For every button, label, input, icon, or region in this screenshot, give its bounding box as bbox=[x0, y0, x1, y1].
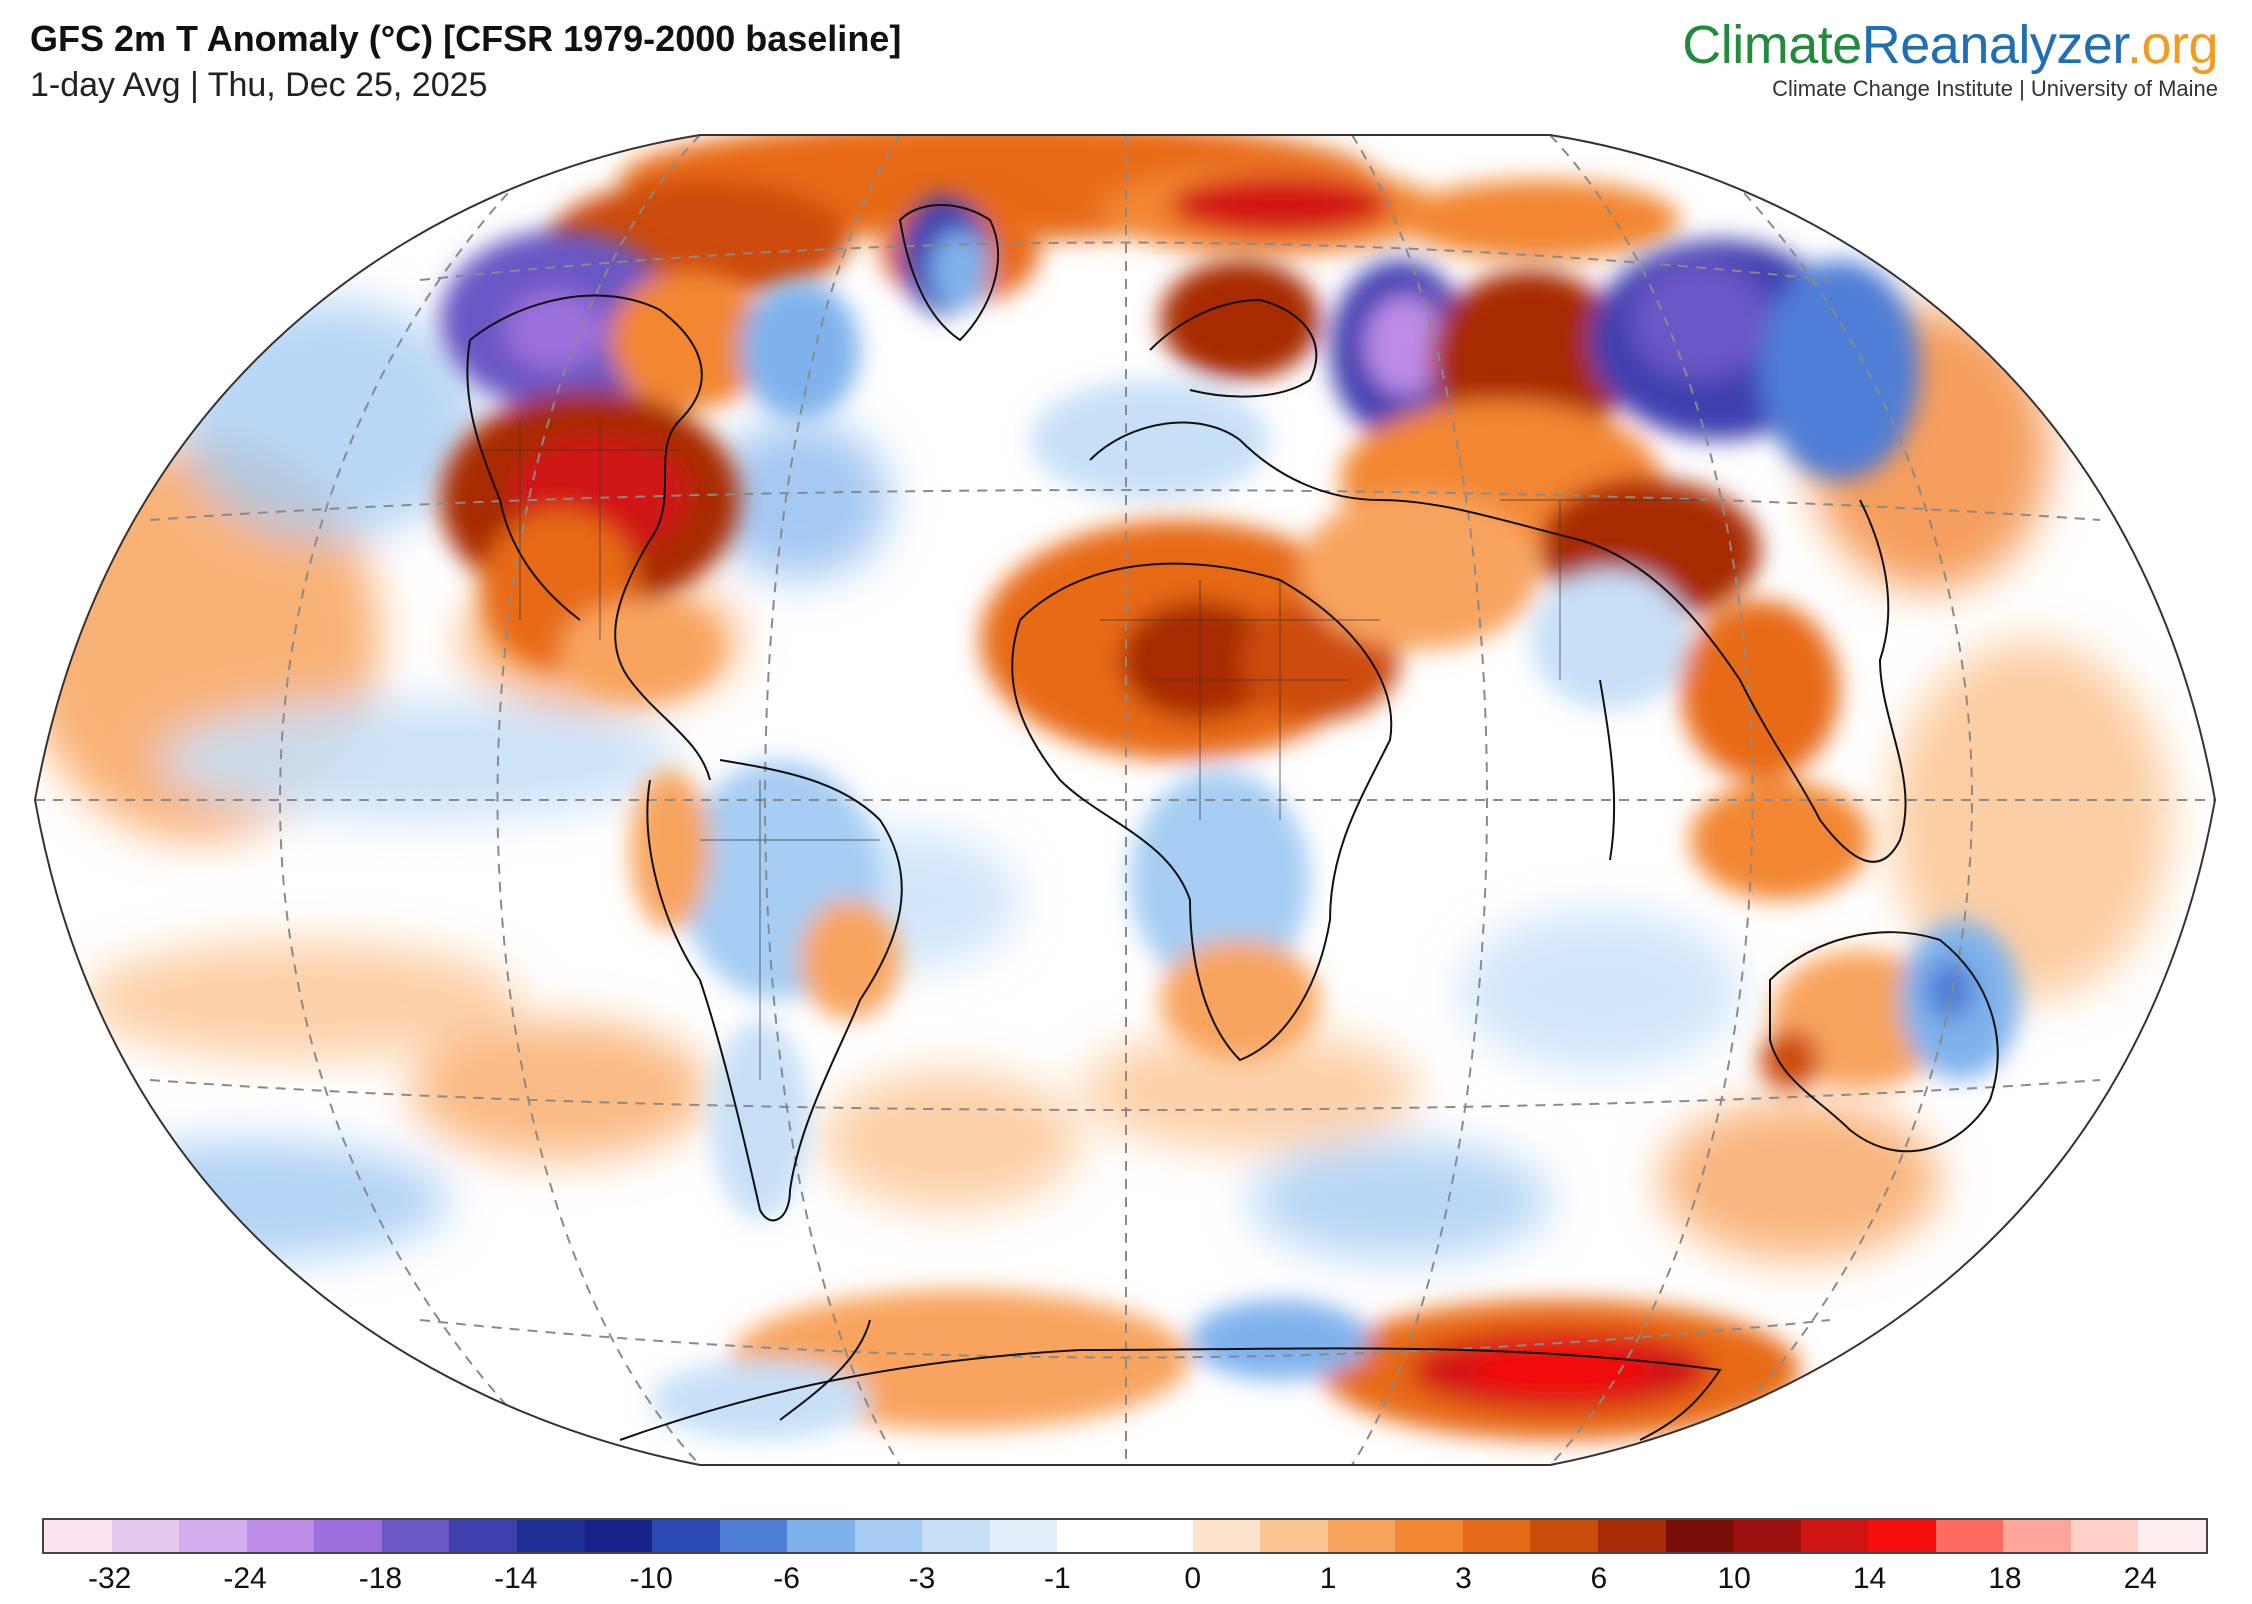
colorbar-swatch bbox=[1192, 1520, 1261, 1552]
colorbar-tick-label: 18 bbox=[1988, 1562, 2022, 1595]
colorbar-swatch bbox=[246, 1520, 315, 1552]
colorbar-tick-label: 3 bbox=[1455, 1562, 1472, 1595]
world-map bbox=[33, 134, 2217, 1466]
colorbar-tick-label: 24 bbox=[2123, 1562, 2157, 1595]
colorbar-swatch bbox=[1868, 1520, 1936, 1552]
globe-outline bbox=[33, 134, 2217, 1466]
colorbar-swatch bbox=[1125, 1520, 1193, 1552]
colorbar-swatch bbox=[989, 1520, 1058, 1552]
colorbar-swatch bbox=[1530, 1520, 1598, 1552]
map-subtitle: 1-day Avg | Thu, Dec 25, 2025 bbox=[30, 66, 488, 104]
colorbar-swatch bbox=[1800, 1520, 1869, 1552]
colorbar-swatch bbox=[449, 1520, 517, 1552]
colorbar-swatch bbox=[1733, 1520, 1801, 1552]
colorbar-tick-label: -3 bbox=[908, 1562, 936, 1595]
colorbar-tick-label: 6 bbox=[1590, 1562, 1608, 1595]
colorbar-swatch bbox=[516, 1520, 585, 1552]
coastlines bbox=[466, 204, 1999, 1441]
graticule bbox=[35, 135, 2215, 1465]
colorbar-swatch bbox=[381, 1520, 450, 1552]
colorbar-tick-label: -24 bbox=[223, 1562, 267, 1595]
colorbar-swatch bbox=[1395, 1520, 1463, 1552]
colorbar bbox=[42, 1518, 2208, 1554]
colorbar-swatch bbox=[1327, 1520, 1396, 1552]
colorbar-swatch bbox=[2138, 1520, 2206, 1552]
colorbar-swatch bbox=[787, 1520, 855, 1552]
colorbar-swatch bbox=[2003, 1520, 2071, 1552]
colorbar-tick-label: -10 bbox=[629, 1562, 673, 1595]
colorbar-swatch bbox=[179, 1520, 247, 1552]
brand-logo-part3: .org bbox=[2126, 15, 2219, 75]
colorbar-tick-label: -1 bbox=[1043, 1562, 1071, 1595]
colorbar-swatch bbox=[2070, 1520, 2139, 1552]
brand-block: ClimateReanalyzer.org Climate Change Ins… bbox=[1682, 14, 2218, 102]
colorbar-swatch bbox=[1597, 1520, 1666, 1552]
colorbar-swatch bbox=[1057, 1520, 1125, 1552]
colorbar-swatch bbox=[854, 1520, 923, 1552]
colorbar-swatch bbox=[922, 1520, 990, 1552]
colorbar-swatch bbox=[314, 1520, 382, 1552]
colorbar-tick-label: -18 bbox=[358, 1562, 403, 1595]
colorbar-swatch bbox=[652, 1520, 720, 1552]
colorbar-tick-label: -6 bbox=[773, 1562, 800, 1595]
colorbar-tick-label: 1 bbox=[1319, 1562, 1337, 1595]
brand-logo-part2: Reanalyzer bbox=[1861, 15, 2128, 75]
brand-logo[interactable]: ClimateReanalyzer.org bbox=[1682, 14, 2218, 76]
colorbar-swatch bbox=[44, 1520, 112, 1552]
colorbar-swatch bbox=[719, 1520, 788, 1552]
brand-logo-part1: Climate bbox=[1682, 15, 1862, 75]
colorbar-swatch bbox=[111, 1520, 180, 1552]
colorbar-swatch bbox=[1462, 1520, 1531, 1552]
colorbar-tick-label: -14 bbox=[494, 1562, 538, 1595]
colorbar-swatch bbox=[1260, 1520, 1328, 1552]
colorbar-swatch bbox=[584, 1520, 653, 1552]
colorbar-tick-label: 10 bbox=[1717, 1562, 1751, 1595]
colorbar-tick-label: -32 bbox=[88, 1562, 132, 1595]
brand-institution: Climate Change Institute | University of… bbox=[1772, 76, 2218, 101]
colorbar-swatch bbox=[1935, 1520, 2004, 1552]
anomaly-field bbox=[35, 135, 2215, 1465]
colorbar-tick-label: 14 bbox=[1852, 1562, 1887, 1595]
colorbar-tick-label: 0 bbox=[1184, 1562, 1202, 1595]
colorbar-swatch bbox=[1665, 1520, 1734, 1552]
map-title: GFS 2m T Anomaly (°C) [CFSR 1979-2000 ba… bbox=[30, 18, 902, 59]
